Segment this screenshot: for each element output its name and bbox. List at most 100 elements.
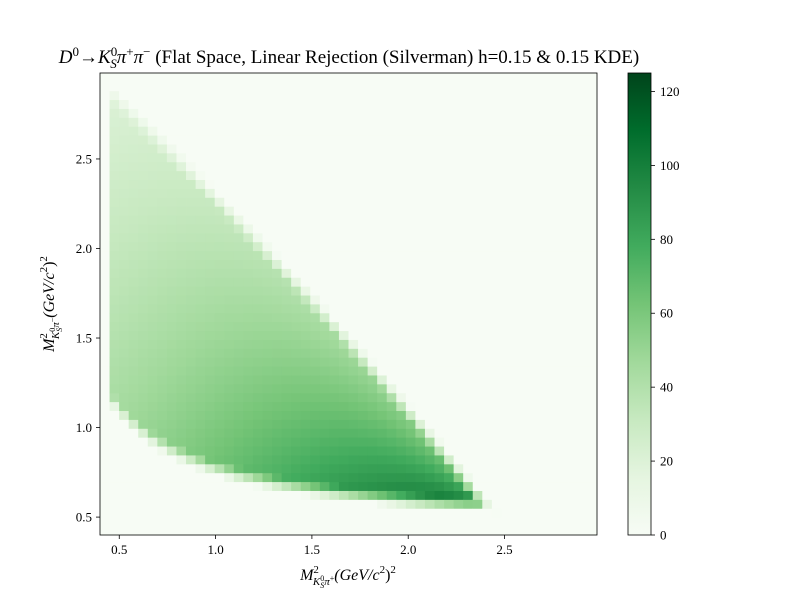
heatmap-cell xyxy=(463,117,474,127)
heatmap-cell xyxy=(338,304,349,314)
heatmap-cell xyxy=(558,126,569,136)
heatmap-cell xyxy=(405,126,416,136)
heatmap-cell xyxy=(482,321,493,332)
heatmap-cell xyxy=(453,73,464,83)
heatmap-cell xyxy=(348,401,359,412)
heatmap-cell xyxy=(510,392,521,403)
heatmap-cell xyxy=(463,295,474,305)
heatmap-cell xyxy=(358,161,369,172)
heatmap-cell xyxy=(338,232,349,243)
colorbar-tick-label: 20 xyxy=(660,454,673,469)
heatmap-cell xyxy=(510,232,521,243)
heatmap-cell xyxy=(549,472,560,483)
heatmap-cell xyxy=(367,321,378,332)
heatmap-cell xyxy=(453,197,464,207)
heatmap-cell xyxy=(243,277,254,287)
heatmap-cell xyxy=(338,188,349,198)
heatmap-cell xyxy=(568,304,579,314)
heatmap-cell xyxy=(186,99,196,109)
heatmap-cell xyxy=(262,117,273,127)
heatmap-cell xyxy=(405,277,416,287)
heatmap-cell xyxy=(128,304,139,314)
heatmap-cell xyxy=(558,446,569,456)
heatmap-cell xyxy=(329,366,340,376)
heatmap-cell xyxy=(243,357,254,367)
heatmap-cell xyxy=(157,330,168,340)
heatmap-cell xyxy=(577,401,588,412)
heatmap-cell xyxy=(577,241,588,252)
heatmap-cell xyxy=(539,81,550,92)
heatmap-cell xyxy=(205,99,216,109)
heatmap-cell xyxy=(138,73,149,83)
heatmap-cell xyxy=(291,383,302,394)
heatmap-cell xyxy=(463,499,474,509)
heatmap-cell xyxy=(195,126,206,136)
heatmap-cell xyxy=(482,472,493,483)
heatmap-cell xyxy=(109,348,120,358)
heatmap-cell xyxy=(300,117,311,127)
heatmap-cell xyxy=(281,357,292,367)
heatmap-cell xyxy=(128,73,139,83)
heatmap-cell xyxy=(377,250,388,260)
heatmap-cell xyxy=(291,526,302,536)
heatmap-cell xyxy=(300,490,311,500)
heatmap-cell xyxy=(377,330,388,340)
heatmap-cell xyxy=(214,73,225,83)
heatmap-cell xyxy=(119,410,130,420)
heatmap-cell xyxy=(491,375,502,385)
heatmap-cell xyxy=(300,250,311,260)
heatmap-cell xyxy=(520,508,531,518)
heatmap-cell xyxy=(205,250,216,260)
heatmap-cell xyxy=(396,517,407,527)
heatmap-cell xyxy=(233,419,244,429)
heatmap-cell xyxy=(205,152,216,163)
heatmap-cell xyxy=(310,241,321,252)
heatmap-cell xyxy=(386,268,397,278)
heatmap-cell xyxy=(539,446,550,456)
heatmap-cell xyxy=(224,126,235,136)
heatmap-cell xyxy=(377,224,388,234)
heatmap-cell xyxy=(205,108,216,118)
heatmap-cell xyxy=(568,437,579,447)
heatmap-cell xyxy=(348,357,359,367)
heatmap-cell xyxy=(405,268,416,278)
heatmap-cell xyxy=(138,392,149,403)
heatmap-cell xyxy=(415,73,426,83)
heatmap-cell xyxy=(568,126,579,136)
heatmap-cell xyxy=(510,330,521,340)
heatmap-cell xyxy=(109,277,120,287)
heatmap-cell xyxy=(463,437,474,447)
heatmap-cell xyxy=(214,206,225,216)
heatmap-cell xyxy=(530,241,541,252)
heatmap-cell xyxy=(252,410,263,420)
heatmap-cell xyxy=(386,170,397,181)
heatmap-cell xyxy=(358,197,369,207)
heatmap-cell xyxy=(549,224,560,234)
heatmap-cell xyxy=(424,161,435,172)
heatmap-cell xyxy=(243,224,254,234)
heatmap-cell xyxy=(501,357,512,367)
heatmap-cell xyxy=(472,215,483,225)
heatmap-cell xyxy=(482,179,493,189)
heatmap-cell xyxy=(233,526,244,536)
heatmap-cell xyxy=(453,81,464,92)
heatmap-cell xyxy=(396,499,407,509)
heatmap-cell xyxy=(272,428,282,438)
heatmap-cell xyxy=(386,188,397,198)
heatmap-cell xyxy=(415,330,426,340)
heatmap-cell xyxy=(128,161,139,172)
heatmap-cell xyxy=(530,392,541,403)
heatmap-cell xyxy=(252,170,263,181)
heatmap-cell xyxy=(281,490,292,500)
heatmap-cell xyxy=(396,526,407,536)
heatmap-cell xyxy=(109,410,120,420)
heatmap-cell xyxy=(128,99,139,109)
heatmap-cell xyxy=(482,392,493,403)
heatmap-cell xyxy=(128,241,139,252)
heatmap-cell xyxy=(377,312,388,323)
heatmap-cell xyxy=(386,250,397,260)
heatmap-cell xyxy=(147,321,158,332)
heatmap-cell xyxy=(291,108,302,118)
heatmap-cell xyxy=(166,481,177,491)
y-tick-label: 0.5 xyxy=(76,510,92,525)
